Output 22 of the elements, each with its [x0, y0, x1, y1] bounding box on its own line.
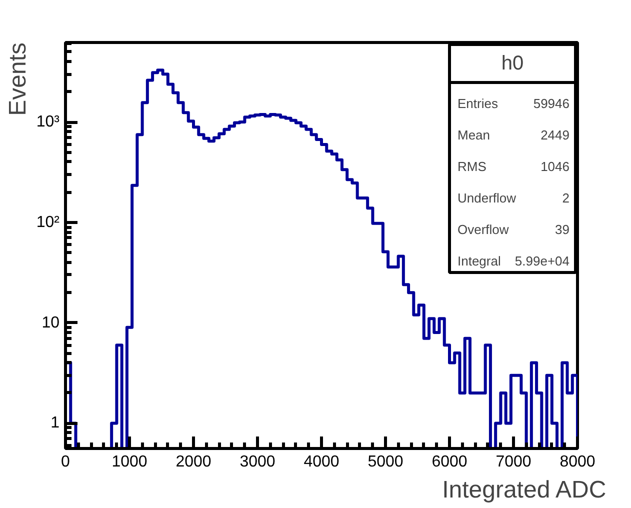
y-tick-label: 10: [42, 314, 60, 332]
y-tick-label: 10²: [36, 214, 60, 231]
text: Underflow 2: [458, 190, 570, 206]
text: Overflow 39: [458, 222, 570, 237]
text: h0: [501, 52, 524, 74]
y-tick-label: 1: [50, 414, 60, 432]
x-tick-label: 0: [61, 454, 70, 470]
y-axis-title: Events: [4, 42, 32, 116]
annotation: Integral 5.99e+04: [458, 254, 570, 268]
text: Mean 2449: [458, 128, 570, 142]
x-tick-label: 5000: [368, 454, 404, 470]
x-tick-label: 6000: [432, 454, 468, 470]
x-tick-label: 8000: [560, 454, 596, 470]
x-tick-label: 7000: [496, 454, 532, 470]
x-tick-label: 1000: [112, 454, 148, 470]
x-tick-label: 4000: [304, 454, 340, 470]
x-tick-label: 2000: [176, 454, 212, 470]
y-tick-label: 10³: [36, 114, 60, 131]
x-tick-label: 3000: [240, 454, 276, 470]
text: RMS 1046: [458, 159, 570, 174]
x-axis-title: Integrated ADC: [442, 476, 606, 504]
text: Entries 59946: [458, 96, 570, 111]
